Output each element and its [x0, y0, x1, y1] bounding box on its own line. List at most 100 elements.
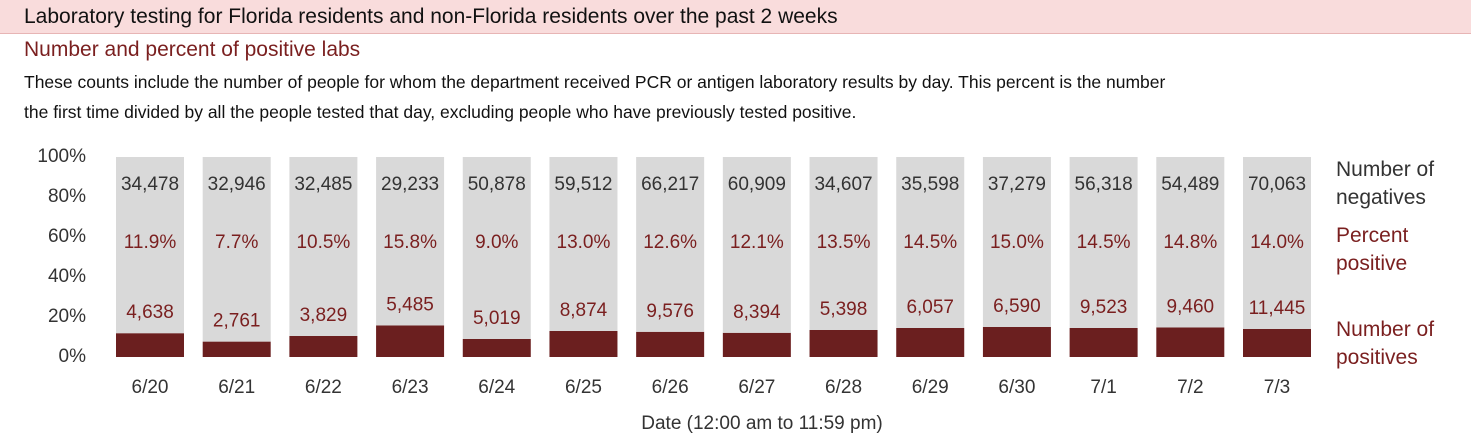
positives-label: 5,019 — [473, 308, 521, 329]
bar-segment — [896, 157, 965, 328]
negatives-label: 70,063 — [1248, 174, 1306, 195]
bar-segment — [202, 341, 271, 357]
x-tick-label: 6/27 — [738, 377, 775, 398]
negatives-label: 32,485 — [294, 174, 352, 195]
x-tick-label: 7/2 — [1177, 377, 1203, 398]
positives-label: 5,485 — [386, 294, 434, 315]
bar-segment — [722, 332, 791, 357]
y-tick-label: 40% — [48, 266, 86, 287]
bar-segment — [1156, 327, 1225, 357]
bar-segment — [116, 157, 184, 334]
bar-segment — [1243, 329, 1311, 357]
x-tick-label: 6/28 — [825, 377, 862, 398]
x-tick-label: 6/30 — [998, 377, 1035, 398]
legend-negatives: Number of negatives — [1336, 158, 1435, 209]
positives-label: 8,874 — [560, 300, 608, 321]
y-tick-label: 100% — [37, 146, 86, 167]
positives-label: 9,523 — [1080, 297, 1128, 318]
bar-segment — [549, 157, 618, 331]
x-tick-label: 6/26 — [652, 377, 689, 398]
positives-label: 9,576 — [646, 301, 694, 322]
bar-segment — [549, 331, 618, 357]
negatives-label: 59,512 — [554, 174, 612, 195]
bar-segment — [809, 157, 878, 330]
header-band — [0, 0, 1471, 34]
bar-segment — [116, 333, 184, 357]
bar-segment — [1243, 157, 1311, 329]
negatives-label: 60,909 — [728, 174, 786, 195]
bar-segment — [462, 157, 531, 339]
bar-segment — [376, 325, 445, 357]
positives-label: 9,460 — [1167, 296, 1215, 317]
bar-segment — [982, 157, 1051, 327]
percent-label: 14.0% — [1250, 232, 1304, 253]
x-tick-label: 6/24 — [478, 377, 515, 398]
bar-segment — [289, 336, 358, 357]
positives-label: 4,638 — [126, 302, 174, 323]
percent-label: 9.0% — [475, 232, 518, 253]
bar-segment — [896, 328, 965, 357]
negatives-label: 37,279 — [988, 174, 1046, 195]
bar-segment — [722, 157, 791, 333]
x-tick-label: 7/3 — [1264, 377, 1290, 398]
description: the first time divided by all the people… — [24, 102, 857, 122]
x-tick-label: 7/1 — [1090, 377, 1116, 398]
bar-segment — [809, 330, 878, 357]
title: Laboratory testing for Florida residents… — [24, 5, 838, 28]
bar-segment — [982, 327, 1051, 357]
bar-segment — [1069, 328, 1138, 357]
x-tick-label: 6/22 — [305, 377, 342, 398]
percent-label: 15.0% — [990, 232, 1044, 253]
bar-segment — [202, 157, 271, 342]
percent-label: 7.7% — [215, 232, 258, 253]
percent-label: 14.8% — [1163, 232, 1217, 253]
y-tick-label: 0% — [59, 346, 87, 367]
legend-percent: Percent positive — [1336, 224, 1409, 275]
positives-label: 3,829 — [300, 305, 348, 326]
percent-label: 13.5% — [817, 232, 871, 253]
percent-label: 11.9% — [124, 232, 177, 253]
percent-label: 12.6% — [643, 232, 697, 253]
positives-label: 11,445 — [1249, 298, 1306, 319]
subtitle: Number and percent of positive labs — [24, 38, 361, 61]
legend-positives: Number of positives — [1336, 318, 1435, 369]
x-tick-label: 6/25 — [565, 377, 602, 398]
percent-label: 13.0% — [557, 232, 611, 253]
negatives-label: 66,217 — [641, 174, 699, 195]
bar-segment — [462, 339, 531, 357]
x-tick-label: 6/21 — [218, 377, 255, 398]
bar-segment — [1069, 157, 1138, 328]
positives-label: 6,590 — [993, 296, 1041, 317]
percent-label: 14.5% — [1077, 232, 1131, 253]
percent-label: 14.5% — [903, 232, 957, 253]
bar-segment — [636, 331, 705, 357]
negatives-label: 56,318 — [1075, 174, 1133, 195]
bar-segment — [289, 157, 358, 336]
x-axis-title: Date (12:00 am to 11:59 pm) — [641, 413, 883, 434]
negatives-label: 35,598 — [901, 174, 959, 195]
positives-label: 5,398 — [820, 299, 868, 320]
negatives-label: 34,478 — [121, 174, 179, 195]
y-tick-label: 80% — [48, 186, 86, 207]
y-tick-label: 20% — [48, 306, 86, 327]
x-tick-label: 6/29 — [912, 377, 949, 398]
positives-label: 8,394 — [733, 302, 781, 323]
positives-label: 6,057 — [906, 297, 954, 318]
bar-segment — [636, 157, 705, 332]
percent-label: 12.1% — [730, 232, 784, 253]
negatives-label: 50,878 — [468, 174, 526, 195]
percent-label: 15.8% — [383, 232, 437, 253]
negatives-label: 54,489 — [1161, 174, 1219, 195]
positives-label: 2,761 — [213, 311, 261, 332]
description: These counts include the number of peopl… — [24, 72, 1166, 92]
y-tick-label: 60% — [48, 226, 86, 247]
negatives-label: 29,233 — [381, 174, 439, 195]
x-tick-label: 6/20 — [132, 377, 169, 398]
negatives-label: 32,946 — [208, 174, 266, 195]
bar-segment — [376, 157, 445, 326]
negatives-label: 34,607 — [814, 174, 872, 195]
x-tick-label: 6/23 — [392, 377, 429, 398]
percent-label: 10.5% — [296, 232, 350, 253]
